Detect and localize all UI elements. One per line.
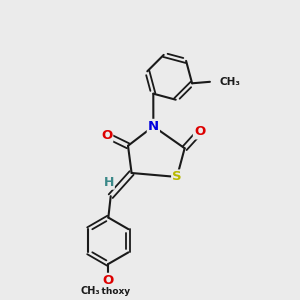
Text: CH₃: CH₃	[219, 77, 240, 87]
Text: H: H	[103, 176, 114, 189]
Text: O: O	[103, 274, 114, 287]
Text: O: O	[101, 129, 112, 142]
Text: CH₃: CH₃	[81, 286, 100, 296]
Text: S: S	[172, 170, 182, 184]
Text: N: N	[148, 120, 159, 133]
Text: O: O	[194, 125, 205, 138]
Text: methoxy: methoxy	[86, 287, 130, 296]
